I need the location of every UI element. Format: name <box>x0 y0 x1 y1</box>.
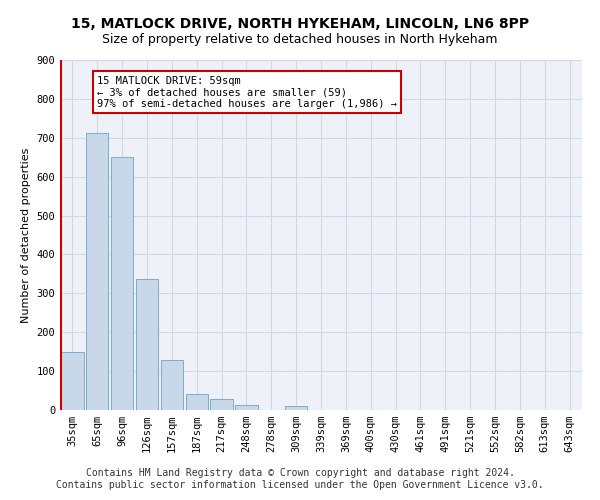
Bar <box>285 406 307 410</box>
Text: 15, MATLOCK DRIVE, NORTH HYKEHAM, LINCOLN, LN6 8PP: 15, MATLOCK DRIVE, NORTH HYKEHAM, LINCOL… <box>71 18 529 32</box>
Bar <box>235 406 257 410</box>
Bar <box>161 360 183 410</box>
Bar <box>136 278 158 410</box>
Text: Contains HM Land Registry data © Crown copyright and database right 2024.
Contai: Contains HM Land Registry data © Crown c… <box>56 468 544 490</box>
Bar <box>86 133 109 410</box>
Bar <box>211 399 233 410</box>
Y-axis label: Number of detached properties: Number of detached properties <box>21 148 31 322</box>
Bar <box>61 352 83 410</box>
Text: Size of property relative to detached houses in North Hykeham: Size of property relative to detached ho… <box>102 32 498 46</box>
Bar <box>111 157 133 410</box>
Bar <box>185 394 208 410</box>
Text: 15 MATLOCK DRIVE: 59sqm
← 3% of detached houses are smaller (59)
97% of semi-det: 15 MATLOCK DRIVE: 59sqm ← 3% of detached… <box>97 76 397 109</box>
